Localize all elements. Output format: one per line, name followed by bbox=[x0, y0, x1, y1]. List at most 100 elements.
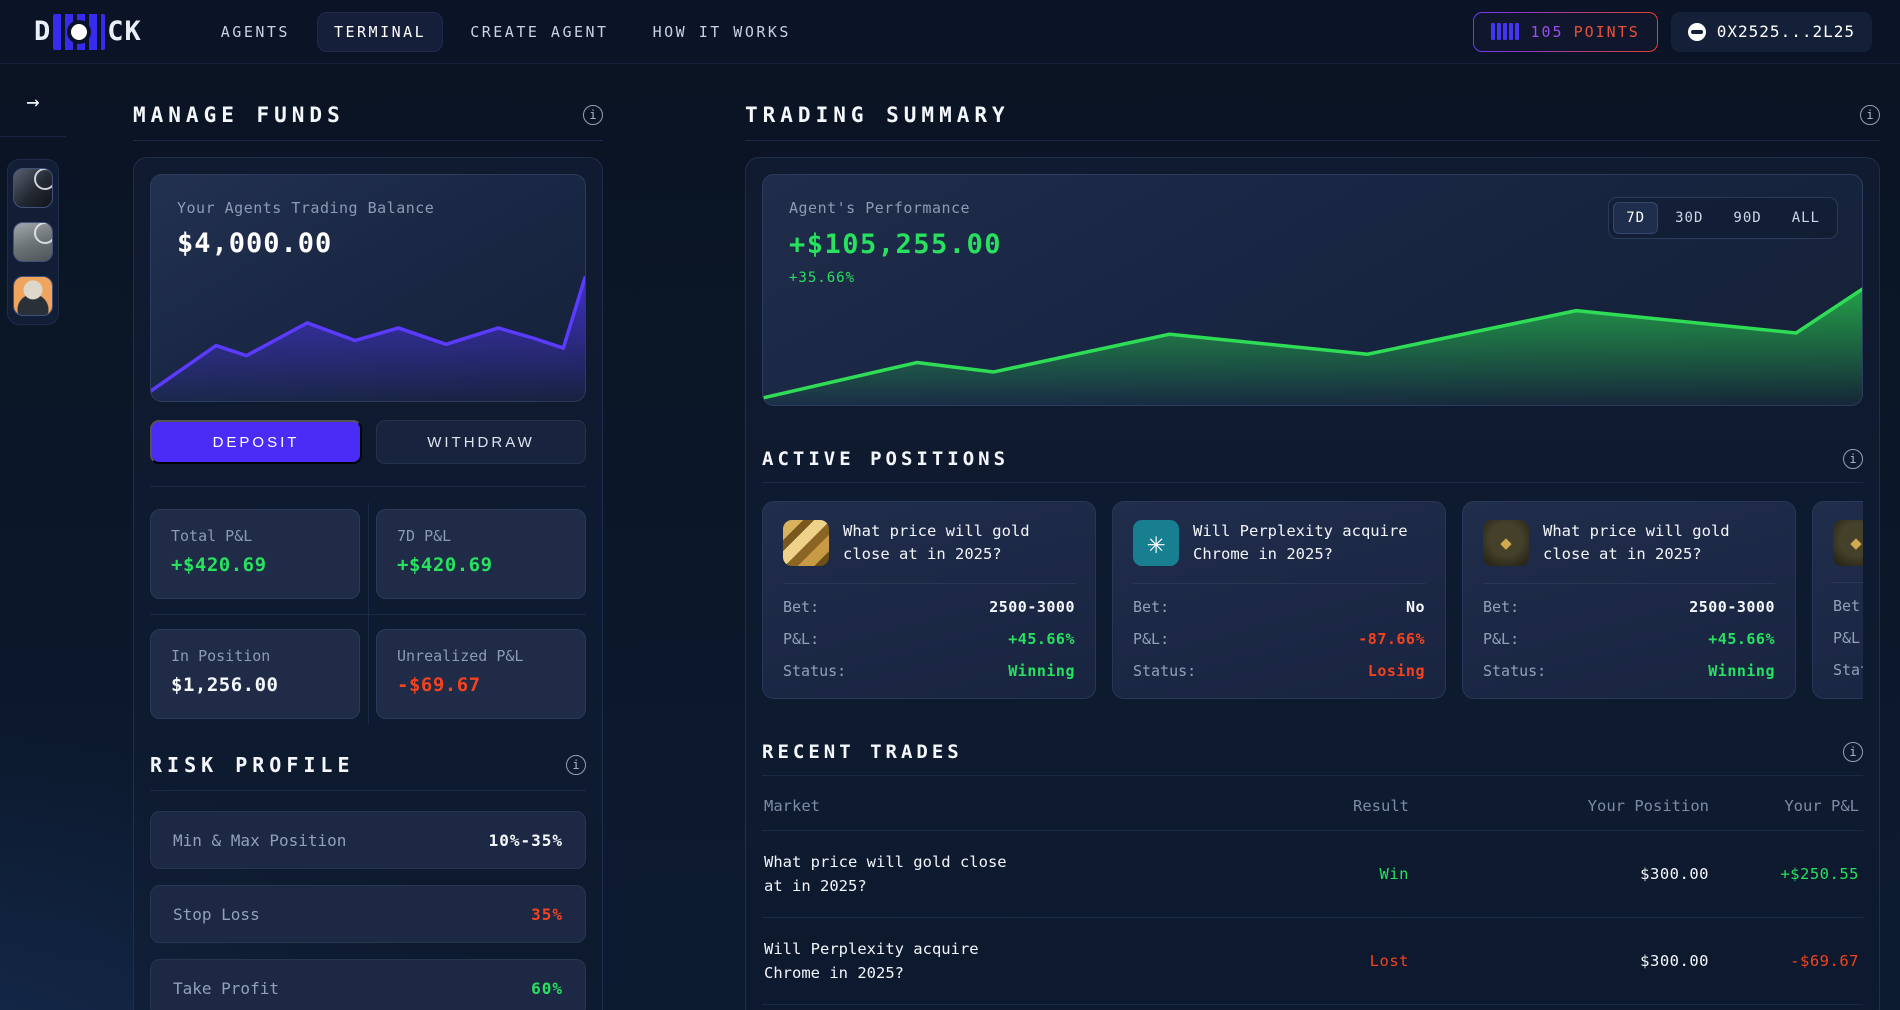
risk-label: Take Profit bbox=[173, 978, 279, 998]
status-value: Winning bbox=[1708, 661, 1775, 680]
pnl-label: P&L: bbox=[783, 629, 820, 648]
trades-divider bbox=[762, 774, 1863, 776]
positions-divider bbox=[762, 482, 1863, 483]
position-card-divider bbox=[1833, 582, 1863, 583]
range-90d[interactable]: 90D bbox=[1733, 210, 1762, 226]
nav-item-terminal[interactable]: TERMINAL bbox=[316, 11, 444, 52]
stat-unrealized-pnl: Unrealized P&L -$69.67 bbox=[376, 629, 586, 719]
bet-label: Bet: bbox=[783, 597, 820, 616]
points-bars-icon bbox=[1491, 23, 1520, 40]
range-7d[interactable]: 7D bbox=[1613, 202, 1659, 234]
stat-label: Unrealized P&L bbox=[397, 647, 524, 665]
risk-rows: Min & Max Position 10%-35% Stop Loss 35%… bbox=[150, 811, 586, 1010]
points-badge[interactable]: 105 POINTS bbox=[1473, 11, 1658, 52]
perplexity-icon bbox=[1133, 520, 1179, 566]
trade-pnl: +$250.55 bbox=[1780, 864, 1859, 883]
position-status-row: Status: bbox=[1833, 661, 1863, 679]
balance-area-chart bbox=[151, 275, 585, 401]
gold-eth-market-icon bbox=[1833, 520, 1863, 566]
bet-value: No bbox=[1405, 597, 1425, 616]
manage-funds-section: MANAGE FUNDS i Your Agents Trading Balan… bbox=[133, 103, 603, 1010]
position-card-head bbox=[1833, 520, 1863, 566]
nav-item-how-it-works[interactable]: HOW IT WORKS bbox=[652, 22, 791, 41]
rail-divider bbox=[0, 136, 66, 137]
position-title: What price will gold close at in 2025? bbox=[1543, 522, 1730, 564]
agent-avatar-3[interactable] bbox=[13, 276, 53, 316]
performance-value: +$105,255.00 bbox=[789, 229, 1003, 260]
trade-pnl: -$69.67 bbox=[1790, 951, 1859, 970]
points-label: POINTS bbox=[1573, 22, 1640, 41]
col-result: Result bbox=[1353, 796, 1409, 815]
bet-label: Bet: bbox=[1833, 597, 1863, 615]
wallet-address: 0X2525...2L25 bbox=[1716, 22, 1855, 41]
position-status-row: Status: Losing bbox=[1133, 662, 1425, 680]
status-label: Status: bbox=[1483, 661, 1547, 680]
risk-value: 10%-35% bbox=[488, 830, 563, 850]
stat-7d-pnl: 7D P&L +$420.69 bbox=[376, 509, 586, 599]
agents-rack bbox=[7, 159, 59, 325]
position-pnl-row: P&L: bbox=[1833, 629, 1863, 647]
trading-summary-section: TRADING SUMMARY i Agent's Performance +$… bbox=[745, 103, 1880, 1010]
trade-position: $300.00 bbox=[1640, 951, 1709, 970]
header-divider bbox=[133, 140, 603, 141]
time-range-selector: 7D 30D 90D ALL bbox=[1608, 197, 1838, 239]
points-text: 105 POINTS bbox=[1530, 23, 1639, 41]
coin-icon bbox=[1687, 22, 1706, 41]
logo-barcode-icon bbox=[53, 13, 106, 50]
app-logo[interactable]: D CK bbox=[34, 13, 142, 50]
manage-funds-panel: Your Agents Trading Balance $4,000.00 DE… bbox=[133, 157, 603, 1010]
pnl-stats-grid: Total P&L +$420.69 7D P&L +$420.69 In Po… bbox=[150, 503, 586, 725]
pnl-label: P&L: bbox=[1833, 629, 1863, 647]
position-card[interactable]: What price will gold close at in 2025? B… bbox=[762, 501, 1096, 699]
agent-performance-card: Agent's Performance +$105,255.00 +35.66%… bbox=[762, 174, 1863, 406]
recent-trades-info-icon[interactable]: i bbox=[1843, 741, 1863, 762]
stat-label: In Position bbox=[171, 647, 271, 665]
navbar-right-group: 105 POINTS 0X2525...2L25 bbox=[1473, 11, 1872, 52]
position-title: What price will gold close at in 2025? bbox=[843, 522, 1030, 564]
bet-label: Bet: bbox=[1133, 597, 1170, 616]
trade-row: What price will gold close at in 2025? W… bbox=[762, 831, 1863, 918]
manage-funds-info-icon[interactable]: i bbox=[583, 105, 603, 125]
risk-profile-info-icon[interactable]: i bbox=[566, 755, 586, 775]
withdraw-button[interactable]: WITHDRAW bbox=[376, 420, 586, 464]
performance-percent: +35.66% bbox=[789, 270, 856, 286]
trade-result: Win bbox=[1379, 864, 1409, 883]
range-all[interactable]: ALL bbox=[1791, 210, 1820, 226]
position-card[interactable]: What price will gold close at in 2025? B… bbox=[1462, 501, 1796, 699]
expand-rail-arrow-icon[interactable]: → bbox=[26, 90, 40, 115]
range-30d[interactable]: 30D bbox=[1675, 210, 1704, 226]
stat-label: Total P&L bbox=[171, 527, 253, 545]
position-pnl-row: P&L: +45.66% bbox=[1483, 630, 1775, 648]
trading-summary-info-icon[interactable]: i bbox=[1860, 105, 1880, 125]
gold-market-icon bbox=[783, 520, 829, 566]
wallet-button[interactable]: 0X2525...2L25 bbox=[1670, 11, 1872, 52]
points-badge-inner: 105 POINTS bbox=[1474, 12, 1657, 51]
agents-rail: → bbox=[0, 64, 66, 1010]
pnl-label: P&L: bbox=[1483, 629, 1520, 648]
balance-value: $4,000.00 bbox=[177, 228, 333, 259]
manage-funds-header: MANAGE FUNDS i bbox=[133, 103, 603, 127]
main-nav: AGENTS TERMINAL CREATE AGENT HOW IT WORK… bbox=[204, 11, 808, 52]
agent-avatar-1[interactable] bbox=[13, 168, 53, 208]
stat-value: +$420.69 bbox=[171, 554, 267, 576]
deposit-button[interactable]: DEPOSIT bbox=[150, 420, 362, 464]
status-value: Winning bbox=[1008, 661, 1075, 680]
position-card[interactable]: Will Perplexity acquire Chrome in 2025? … bbox=[1112, 501, 1446, 699]
points-value: 105 bbox=[1530, 22, 1564, 41]
trade-position: $300.00 bbox=[1640, 864, 1709, 883]
bet-value: 2500-3000 bbox=[1689, 597, 1775, 616]
status-label: Status: bbox=[1833, 661, 1863, 679]
risk-row-min-max-position: Min & Max Position 10%-35% bbox=[150, 811, 586, 869]
fund-buttons: DEPOSIT WITHDRAW bbox=[150, 420, 586, 464]
main-content: MANAGE FUNDS i Your Agents Trading Balan… bbox=[66, 64, 1900, 1010]
recent-trades-title: RECENT TRADES bbox=[762, 740, 963, 763]
position-card-head: Will Perplexity acquire Chrome in 2025? bbox=[1133, 520, 1425, 567]
agent-avatar-2[interactable] bbox=[13, 222, 53, 262]
position-card-clipped[interactable]: Bet: P&L: Status: bbox=[1812, 501, 1863, 699]
active-positions-header: ACTIVE POSITIONS i bbox=[762, 448, 1863, 470]
nav-item-create-agent[interactable]: CREATE AGENT bbox=[470, 22, 609, 41]
position-pnl-row: P&L: +45.66% bbox=[783, 630, 1075, 648]
trade-market: What price will gold close at in 2025? bbox=[764, 852, 1007, 895]
active-positions-info-icon[interactable]: i bbox=[1843, 449, 1863, 469]
nav-item-agents[interactable]: AGENTS bbox=[220, 22, 290, 41]
